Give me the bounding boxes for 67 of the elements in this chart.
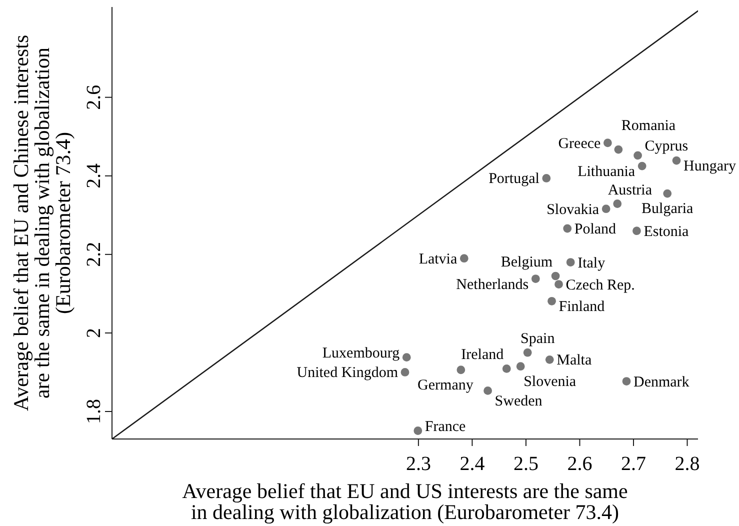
- point: [516, 362, 525, 371]
- point: [551, 272, 560, 280]
- annotation: Finland: [558, 299, 606, 316]
- y-tick-label: 2.6: [83, 84, 105, 110]
- annotation: Luxembourg: [322, 345, 400, 362]
- annotation: Italy: [578, 255, 606, 272]
- annotation: Hungary: [683, 158, 736, 175]
- point: [400, 368, 410, 376]
- annotation: Poland: [574, 222, 617, 238]
- point: [622, 377, 631, 386]
- point: [603, 138, 612, 148]
- point: [542, 174, 551, 182]
- annotation: Bulgaria: [642, 201, 694, 218]
- point: [613, 200, 622, 208]
- point: [502, 364, 511, 373]
- annotation: Cyprus: [644, 138, 688, 154]
- x-tick-label: 2.7: [620, 453, 646, 475]
- annotation: Slovakia: [546, 202, 600, 218]
- point: [456, 366, 466, 374]
- y-tick-label: 2.4: [83, 163, 105, 188]
- point: [563, 224, 572, 233]
- annotation: Romania: [621, 118, 676, 134]
- point: [632, 226, 641, 236]
- point: [484, 386, 492, 395]
- annotation: Lithuania: [578, 164, 636, 180]
- point: [414, 426, 422, 435]
- annotation: Germany: [418, 377, 474, 394]
- point: [402, 353, 411, 362]
- annotation: Ireland: [461, 347, 504, 364]
- annotation: Slovenia: [524, 374, 576, 390]
- point: [672, 156, 681, 165]
- y-tick-label: 2: [83, 328, 105, 338]
- x-tick-label: 2.6: [567, 453, 592, 475]
- y-tick-label: 1.8: [83, 399, 105, 424]
- point: [634, 151, 642, 160]
- x-tick-label: 2.4: [460, 453, 485, 475]
- point: [531, 274, 540, 283]
- point: [638, 162, 646, 170]
- point: [554, 280, 563, 288]
- point: [548, 296, 556, 306]
- annotation: Greece: [558, 136, 602, 152]
- annotation: Czech Rep.: [566, 277, 635, 294]
- annotation: Denmark: [633, 374, 690, 390]
- point: [663, 189, 672, 198]
- point: [460, 254, 468, 263]
- annotation: Spain: [520, 331, 556, 348]
- annotation: Estonia: [644, 224, 690, 240]
- annotation: Netherlands: [456, 276, 529, 293]
- annotation: Latvia: [418, 251, 458, 268]
- point: [566, 258, 575, 266]
- annotation: Austria: [608, 182, 652, 198]
- annotation: Malta: [556, 352, 592, 369]
- annotation: Sweden: [494, 394, 543, 410]
- annotation: Portugal: [488, 171, 540, 188]
- annotation: France: [424, 418, 466, 435]
- annotation: United Kingdom: [296, 365, 398, 382]
- x-tick-label: 2.8: [674, 453, 700, 475]
- y-axis-title: Average belief that EU and Chinese interests are the same in dealing with globalization (Eurobarometer 73.4): [9, 34, 75, 412]
- annotation: Belgium: [500, 254, 553, 271]
- point: [602, 204, 610, 214]
- point: [614, 145, 623, 154]
- x-tick-label: 2.3: [406, 453, 431, 475]
- point: [545, 355, 554, 364]
- x-axis-title: Average belief that EU and US interests are the same in dealing with globalization (Eurobarometer 73.4): [182, 479, 628, 524]
- y-tick-label: 2.2: [83, 242, 105, 267]
- point: [523, 348, 532, 357]
- x-tick-label: 2.5: [513, 453, 538, 475]
